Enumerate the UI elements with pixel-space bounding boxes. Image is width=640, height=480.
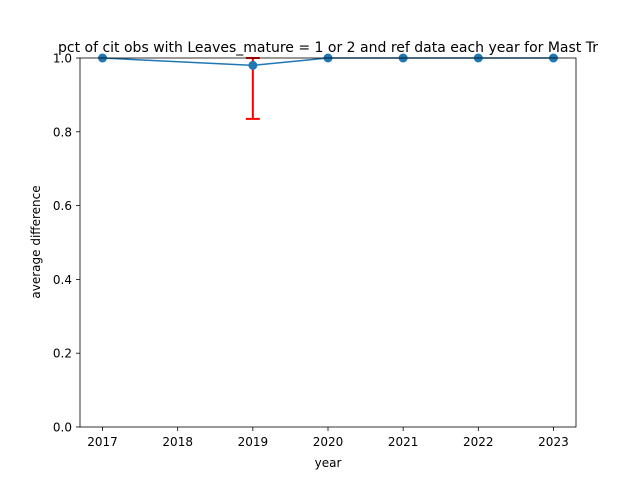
y-axis-label: average difference [29, 185, 43, 298]
x-tick-label: 2021 [388, 435, 419, 449]
data-point [248, 60, 258, 70]
axes-frame [79, 57, 577, 428]
x-tick-label: 2017 [87, 435, 118, 449]
x-tick-label: 2022 [463, 435, 494, 449]
y-tick-label: 0.0 [53, 421, 72, 435]
x-tick-label: 2019 [238, 435, 269, 449]
plot-area: 2017 2018 2019 2020 2021 2022 2023 0.0 0.2 0.4 0.6… [53, 52, 577, 449]
x-tick-label: 2018 [162, 435, 193, 449]
y-tick-label: 1.0 [53, 52, 72, 66]
x-axis-label: year [315, 456, 342, 470]
y-tick-label: 0.4 [53, 273, 72, 287]
chart-title: pct of cit obs with Leaves_mature = 1 or… [58, 40, 598, 56]
y-tick-label: 0.8 [53, 125, 72, 139]
x-tick-label: 2020 [313, 435, 344, 449]
y-tick-label: 0.2 [53, 347, 72, 361]
y-tick-label: 0.6 [53, 199, 72, 213]
x-tick-label: 2023 [538, 435, 569, 449]
